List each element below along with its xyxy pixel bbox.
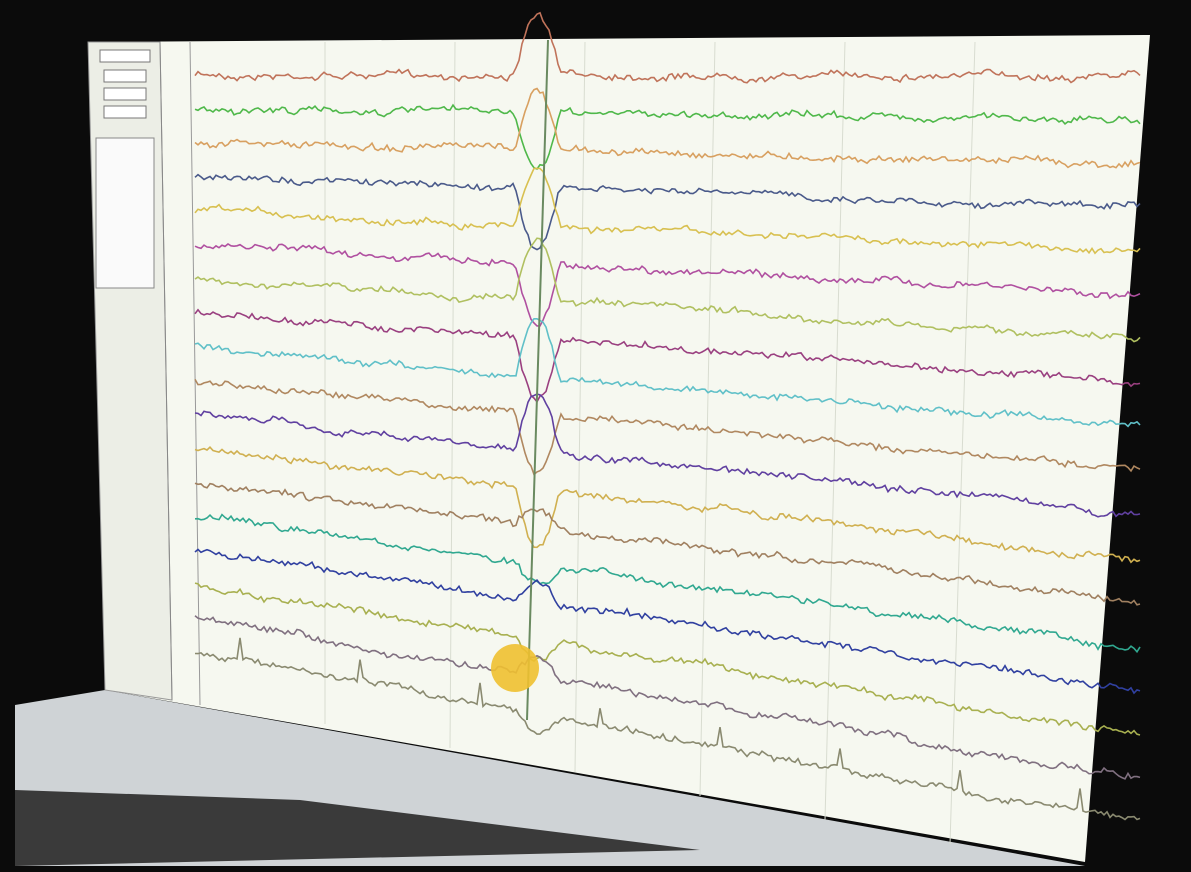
panel-box [104, 106, 146, 118]
panel-box [104, 70, 146, 82]
mouse-highlight [491, 644, 539, 692]
page: (() => { const data = JSON.parse(documen… [0, 0, 1191, 872]
panel-box [100, 50, 150, 62]
panel-box [104, 88, 146, 100]
monitor-photo [0, 0, 1191, 872]
panel-list [96, 138, 154, 288]
